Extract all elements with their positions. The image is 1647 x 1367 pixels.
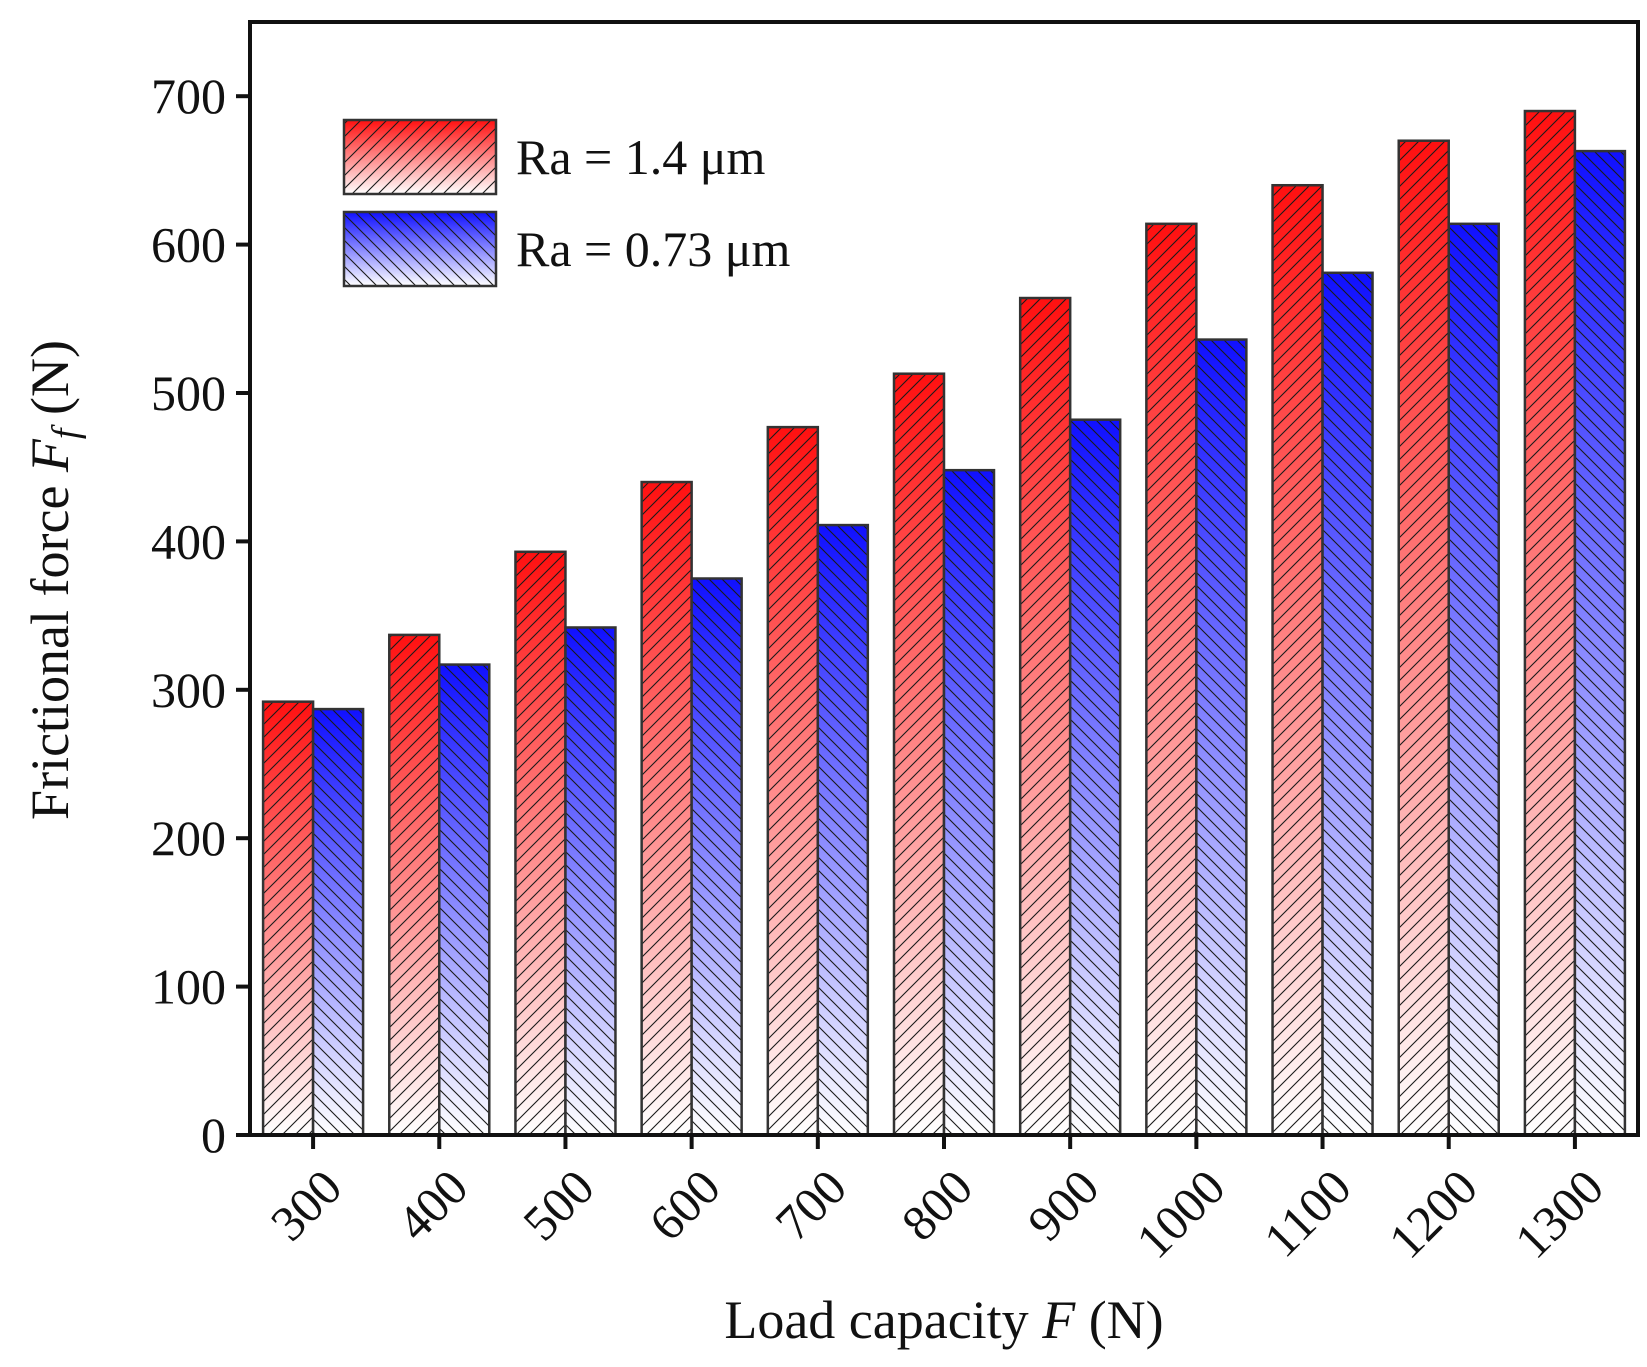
bar-hatch: [515, 551, 566, 1135]
x-tick-label: 500: [512, 1159, 605, 1252]
bar-ra-0-73-1300: [1573, 149, 1627, 1137]
bar-ra-1-4-1200: [1397, 139, 1450, 1137]
bar-hatch: [263, 701, 314, 1135]
bar-ra-0-73-1200: [1447, 222, 1500, 1137]
bar-ra-0-73-700: [816, 523, 870, 1137]
y-tick-label: 600: [151, 217, 226, 273]
bar-ra-1-4-1000: [1145, 222, 1198, 1137]
bar-hatch: [1272, 185, 1323, 1136]
bar-hatch: [1322, 272, 1373, 1135]
bar-hatch: [389, 634, 440, 1135]
x-tick-label: 1000: [1125, 1159, 1235, 1269]
bar-hatch: [1524, 111, 1575, 1136]
bar-ra-1-4-400: [388, 633, 441, 1137]
bar-hatch: [565, 627, 616, 1135]
bar-ra-1-4-900: [1018, 296, 1072, 1137]
bar-hatch: [1196, 339, 1247, 1135]
y-tick-label: 700: [151, 68, 226, 124]
bar-hatch: [439, 664, 490, 1135]
bar-hatch: [1146, 223, 1197, 1136]
legend-item-ra-0-73: Ra = 0.73 μm: [342, 210, 791, 288]
y-tick-label: 400: [151, 513, 226, 569]
bar-ra-1-4-300: [261, 700, 315, 1137]
bar-ra-0-73-400: [438, 663, 491, 1137]
bar-hatch: [1574, 151, 1625, 1135]
bars-group: [261, 109, 1627, 1137]
y-tick-label: 100: [151, 959, 226, 1015]
x-tick-label: 1200: [1378, 1159, 1488, 1269]
x-axis-title: Load capacity F (N): [724, 1290, 1163, 1350]
y-axis: 0 100 200 300 400 500 600 700: [151, 68, 250, 1163]
legend-item-ra-1-4: Ra = 1.4 μm: [342, 118, 766, 196]
bar-ra-1-4-800: [892, 372, 946, 1137]
y-tick-label: 300: [151, 662, 226, 718]
x-tick-label: 1100: [1253, 1159, 1362, 1268]
x-tick-label: 400: [386, 1159, 479, 1252]
x-tick-label: 1300: [1504, 1159, 1614, 1269]
bar-ra-0-73-800: [942, 468, 996, 1137]
bar-ra-0-73-900: [1068, 418, 1122, 1137]
bar-ra-1-4-700: [766, 425, 820, 1137]
bar-hatch: [894, 373, 944, 1135]
bar-hatch: [767, 427, 818, 1136]
x-tick-label: 700: [764, 1159, 857, 1252]
bar-hatch: [1070, 419, 1121, 1135]
bar-hatch: [1020, 298, 1071, 1135]
bar-hatch: [1448, 223, 1499, 1136]
bar-ra-0-73-500: [564, 626, 617, 1137]
bar-hatch: [641, 482, 692, 1135]
y-tick-label: 200: [151, 810, 226, 866]
bar-hatch: [313, 709, 364, 1135]
legend-label: Ra = 1.4 μm: [516, 129, 766, 185]
y-axis-title: Frictional force Ff (N): [20, 340, 87, 820]
bar-hatch: [817, 525, 868, 1135]
bar-ra-0-73-1100: [1321, 271, 1374, 1137]
x-tick-label: 900: [1017, 1159, 1110, 1252]
legend-swatch-hatch: [344, 120, 496, 194]
y-tick-label: 500: [151, 365, 226, 421]
bar-ra-0-73-1000: [1195, 338, 1248, 1137]
bar-ra-1-4-600: [640, 480, 693, 1137]
bar-ra-0-73-300: [311, 707, 365, 1137]
x-tick-label: 600: [638, 1159, 731, 1252]
legend-swatch-outline: [342, 118, 498, 196]
bar-ra-0-73-600: [690, 577, 743, 1137]
x-tick-label: 800: [891, 1159, 984, 1252]
legend: Ra = 1.4 μm Ra = 0.73 μm: [342, 118, 791, 288]
bar-ra-1-4-1100: [1271, 183, 1324, 1137]
bar-ra-1-4-1300: [1523, 109, 1577, 1137]
bar-hatch: [691, 578, 742, 1135]
legend-label: Ra = 0.73 μm: [516, 221, 791, 277]
x-tick-label: 300: [260, 1159, 353, 1252]
bar-ra-1-4-500: [514, 550, 567, 1137]
x-axis: 300 400 500 600 700 800 900 1000 1100 1200 1300: [260, 1135, 1614, 1269]
bar-hatch: [944, 470, 994, 1136]
legend-swatch-outline: [342, 210, 498, 288]
y-tick-label: 0: [201, 1107, 226, 1163]
bar-hatch: [1398, 140, 1449, 1136]
legend-swatch-hatch: [344, 212, 496, 286]
